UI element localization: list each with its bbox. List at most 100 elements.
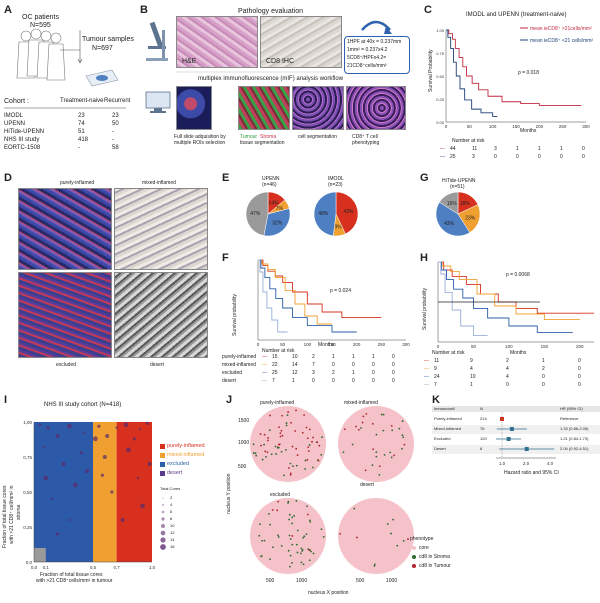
pie-slice-label: 32% xyxy=(272,221,283,227)
cd8-cell xyxy=(308,549,311,551)
cd8-cell xyxy=(398,427,401,430)
data-point xyxy=(115,426,118,429)
calc-line: 21CD8⁺cells/mm² xyxy=(347,63,387,69)
panel-label-g: G xyxy=(420,172,429,184)
pie-slice-label: 43% xyxy=(444,221,455,227)
step2-stroma: Stroma xyxy=(260,134,277,140)
cd8-cell xyxy=(389,451,392,454)
panel-label-f: F xyxy=(222,252,229,264)
risk-value: 0 xyxy=(560,154,563,160)
panel-d: purely-inflamed mixed-inflamed excluded … xyxy=(0,172,212,392)
risk-value: 2 xyxy=(332,370,335,376)
cd8-cell xyxy=(364,469,367,472)
cohort-name: IMODL xyxy=(4,113,24,119)
pie-slice-label: 23% xyxy=(465,216,476,222)
j-label-excluded: excluded xyxy=(270,492,291,498)
cores-legend-value: 10 xyxy=(170,523,175,528)
calculation-box: 1HPF at 40x = 0.237mm 1mm² = 0.237x4.2 5… xyxy=(344,36,410,74)
risk-value: 25 xyxy=(272,370,278,376)
cd8-cell xyxy=(320,453,323,456)
risk-value: 22 xyxy=(272,362,278,368)
risk-value: 7 xyxy=(434,382,437,388)
cd8-cell xyxy=(296,551,299,554)
risk-value: 15 xyxy=(272,354,278,360)
cd8-cell xyxy=(281,434,284,437)
cd8-cell xyxy=(263,433,266,436)
x-tick: 200 xyxy=(576,344,584,349)
chart-f-xlabel: Months xyxy=(318,342,335,348)
data-point xyxy=(46,426,50,430)
j-core-plots xyxy=(250,406,414,574)
cores-legend-dot xyxy=(161,524,165,528)
mif-slide-image xyxy=(176,86,212,130)
cohort-recurrent: 50 xyxy=(112,121,119,127)
risk-value: 3 xyxy=(472,154,475,160)
k-head-name: Immunocell xyxy=(434,406,455,411)
chart-h-at-risk: Number at risk xyxy=(432,350,465,356)
cd8-cell xyxy=(308,444,311,446)
cores-legend-value: 6 xyxy=(170,509,173,514)
risk-value: 3 xyxy=(312,370,315,376)
panel-label-a: A xyxy=(4,4,12,16)
tissue-slide-icon xyxy=(85,69,119,87)
d-label-mixed: mixed-inflamed xyxy=(142,180,176,186)
cd8-cell xyxy=(288,467,290,469)
data-point xyxy=(56,532,60,536)
core-purely-inflamed xyxy=(250,406,326,482)
cd8-cell xyxy=(280,544,283,547)
region-mixed xyxy=(93,422,117,562)
i-quadrant-plot: 1,00 0,75 0,50 0,25 0,00,0 0,1 0,5 0,7 1,0 xyxy=(23,420,166,570)
data-point xyxy=(43,475,49,481)
legend-swatch xyxy=(160,462,165,467)
cd8-cell xyxy=(357,428,360,431)
risk-value: 0 xyxy=(506,382,509,388)
cd8-cell xyxy=(291,522,293,525)
microscope-icon xyxy=(146,21,168,61)
cores-legend-dot xyxy=(160,530,166,536)
risk-swatch: — xyxy=(424,382,429,388)
region-purely xyxy=(116,422,152,562)
cd8-cell xyxy=(294,430,297,432)
hr-marker xyxy=(509,427,514,431)
cd8-label: CD8 IHC xyxy=(266,58,295,65)
cohort-name: NHS III study xyxy=(4,137,40,143)
region-excluded xyxy=(34,422,93,562)
cd8-cell xyxy=(268,512,270,515)
cd8-cell xyxy=(396,544,399,547)
x-tick: 200 xyxy=(536,124,544,129)
region-desert xyxy=(34,548,46,562)
cd8-cell xyxy=(372,448,374,451)
pie-slice xyxy=(435,201,471,237)
k-row-hr: 1.33 (0.86-2.05) xyxy=(560,426,589,431)
risk-value: 14 xyxy=(292,362,298,368)
cd8-cell xyxy=(365,413,368,415)
cd8-cell xyxy=(401,447,403,450)
panel-e: UPENN (n=46) IMODL (n=23) 14% 7% 32% 47% 43… xyxy=(222,172,412,248)
cohort-table: IMODL 23 23 UPENN 74 50 HiTide-UPENN 51 … xyxy=(4,113,130,153)
cd8-cell xyxy=(259,523,261,526)
cores-legend-title: Total Cores xyxy=(160,486,181,491)
risk-value: 0 xyxy=(332,378,335,384)
cd8-cell xyxy=(308,559,311,562)
cd8-cell xyxy=(260,555,263,558)
cd8-cell xyxy=(382,413,385,416)
risk-value: 0 xyxy=(542,382,545,388)
cd8-cell xyxy=(309,520,312,523)
j-ytick: 1500 xyxy=(238,418,250,424)
cd8-cell xyxy=(254,452,257,455)
i-ylabel: Fraction of total tissue cores xyxy=(2,485,8,548)
step3-label: cell segmentation xyxy=(298,134,337,140)
cores-legend-value: 12 xyxy=(170,530,175,535)
cd8-cell xyxy=(296,529,299,532)
cd8-cell xyxy=(260,444,262,447)
cd8-cell xyxy=(355,425,357,428)
cd8-cell xyxy=(285,422,288,424)
x-tick: 0 xyxy=(257,342,260,347)
y-tick: 0.50 xyxy=(436,74,445,79)
risk-value: 24 xyxy=(434,374,440,380)
legend-swatch xyxy=(160,453,165,458)
cores-legend-value: 14 xyxy=(170,537,175,542)
j-label-mixed: mixed-inflamed xyxy=(344,400,378,406)
cohort-label: Cohort : xyxy=(4,98,29,105)
x-tick: 1.0 xyxy=(499,461,506,466)
